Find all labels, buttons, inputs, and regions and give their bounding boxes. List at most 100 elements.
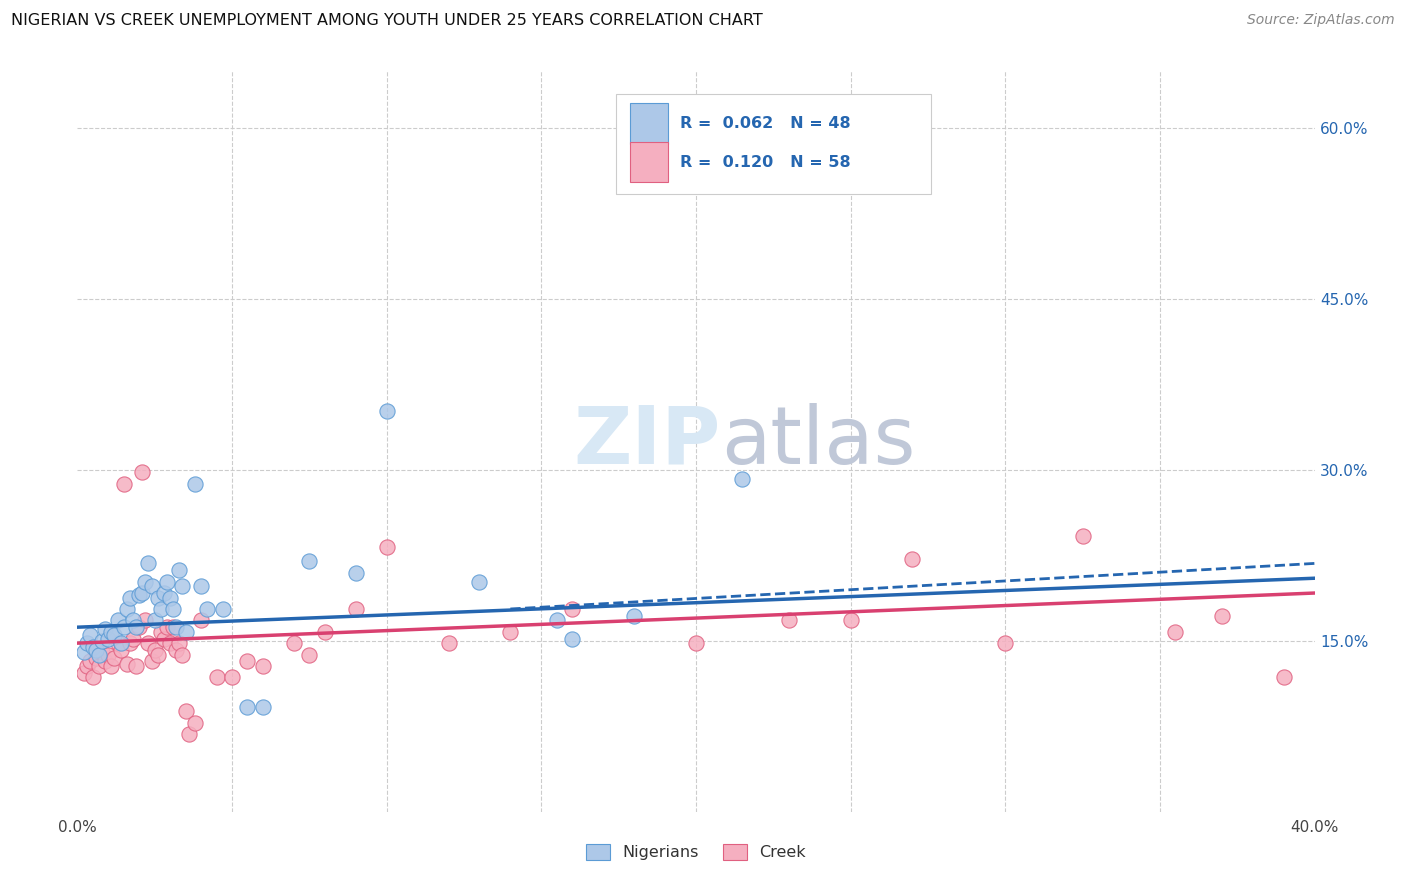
Point [112,620,135,634]
Point [131,465,153,479]
Point [685,636,707,650]
Point [839,613,862,627]
Point [298,648,321,662]
Point [149,624,172,639]
Point [298,554,321,568]
Point [1164,624,1187,639]
Point [82,670,104,684]
Point [314,624,336,639]
Point [110,643,132,657]
Text: ZIP: ZIP [574,402,721,481]
Point [107,613,129,627]
Point [344,566,367,580]
Point [731,472,754,486]
Text: atlas: atlas [721,402,915,481]
Point [437,636,460,650]
Point [118,636,141,650]
Point [138,557,160,571]
Point [190,579,212,593]
Point [103,651,125,665]
Point [165,643,187,657]
Point [546,613,568,627]
Point [94,623,117,637]
Point [1071,529,1094,543]
Point [169,563,191,577]
FancyBboxPatch shape [630,142,668,183]
Point [91,633,114,648]
Point [115,602,138,616]
Point [172,579,194,593]
Point [76,636,98,650]
Point [134,574,156,589]
Point [125,659,148,673]
Point [146,648,169,662]
Point [103,628,125,642]
Point [174,624,197,639]
Point [110,636,132,650]
Point [149,602,172,616]
Text: Source: ZipAtlas.com: Source: ZipAtlas.com [1247,13,1395,28]
Point [177,727,200,741]
Point [221,670,243,684]
Point [169,636,191,650]
Point [252,659,274,673]
Point [162,602,184,616]
Point [156,574,179,589]
Point [184,476,207,491]
Point [1272,670,1295,684]
Point [91,645,114,659]
Point [97,648,120,662]
Point [143,613,166,627]
Point [236,700,259,714]
Point [159,636,181,650]
Point [112,476,135,491]
Point [72,665,94,680]
Point [153,586,176,600]
Point [195,602,218,616]
Point [128,620,150,634]
Point [115,657,138,671]
Legend: Nigerians, Creek: Nigerians, Creek [579,838,813,867]
Point [344,602,367,616]
Point [100,659,122,673]
Text: R =  0.120   N = 58: R = 0.120 N = 58 [681,155,851,169]
Point [141,579,163,593]
Point [87,648,110,662]
Point [97,632,120,646]
Point [211,602,233,616]
Point [94,654,117,668]
Point [84,651,107,665]
Point [901,552,924,566]
Point [141,654,163,668]
Point [125,620,148,634]
Point [156,620,179,634]
Point [190,613,212,627]
Point [143,643,166,657]
Point [159,591,181,605]
Point [375,541,398,555]
Point [561,602,583,616]
Point [162,620,184,634]
Point [76,659,98,673]
Point [205,670,228,684]
Point [184,715,207,730]
Point [79,654,101,668]
Point [87,659,110,673]
Point [118,591,141,605]
Text: NIGERIAN VS CREEK UNEMPLOYMENT AMONG YOUTH UNDER 25 YEARS CORRELATION CHART: NIGERIAN VS CREEK UNEMPLOYMENT AMONG YOU… [11,13,763,29]
Point [236,654,259,668]
Point [623,608,645,623]
Point [122,632,145,646]
Text: R =  0.062   N = 48: R = 0.062 N = 48 [681,116,851,131]
Point [283,636,305,650]
Point [153,632,176,646]
Point [499,624,522,639]
Point [79,628,101,642]
Point [138,636,160,650]
Point [468,574,491,589]
Point [128,588,150,602]
Point [172,648,194,662]
Point [252,700,274,714]
Point [174,705,197,719]
Point [994,636,1017,650]
